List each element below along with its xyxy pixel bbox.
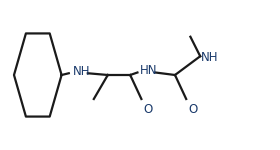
Text: NH: NH xyxy=(201,51,218,64)
Text: O: O xyxy=(188,103,197,116)
Text: HN: HN xyxy=(139,64,157,78)
Text: NH: NH xyxy=(73,65,90,78)
Text: O: O xyxy=(143,103,153,116)
